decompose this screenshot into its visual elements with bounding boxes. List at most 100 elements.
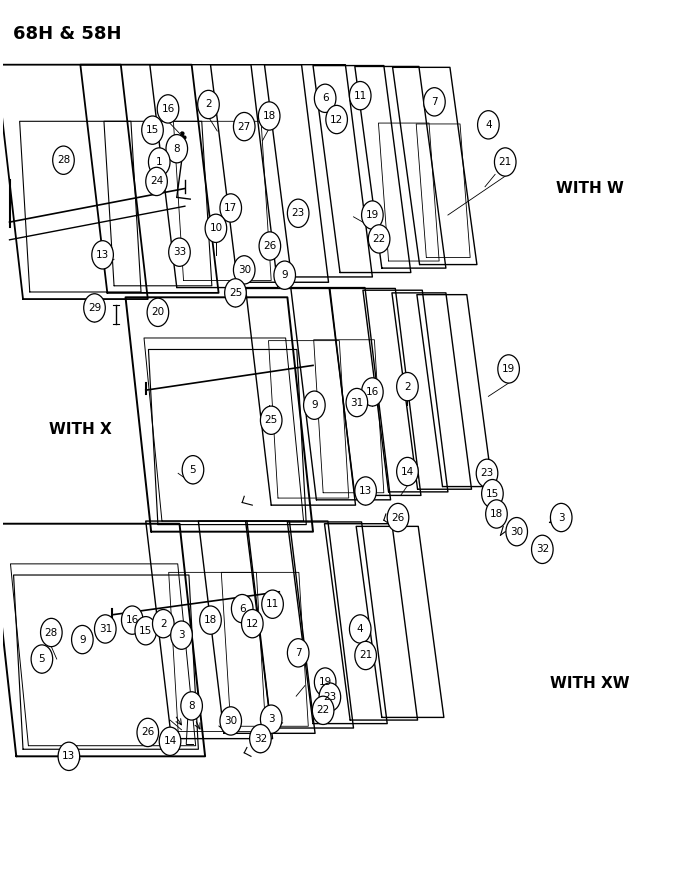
Text: 11: 11 xyxy=(266,599,279,609)
Text: 23: 23 xyxy=(480,468,494,478)
Circle shape xyxy=(146,167,167,196)
Circle shape xyxy=(355,642,377,669)
Text: 15: 15 xyxy=(139,626,152,635)
Circle shape xyxy=(312,696,334,724)
Circle shape xyxy=(506,517,528,546)
Circle shape xyxy=(498,355,520,383)
Circle shape xyxy=(481,480,503,508)
Text: 16: 16 xyxy=(126,615,139,625)
Circle shape xyxy=(41,619,62,647)
Circle shape xyxy=(250,724,271,753)
Text: 14: 14 xyxy=(401,466,414,476)
Text: 15: 15 xyxy=(486,489,499,498)
Text: 23: 23 xyxy=(292,208,305,218)
Circle shape xyxy=(396,373,418,400)
Circle shape xyxy=(274,261,296,289)
Circle shape xyxy=(31,645,52,673)
Circle shape xyxy=(84,294,105,322)
Text: 17: 17 xyxy=(224,203,237,213)
Circle shape xyxy=(231,595,253,623)
Circle shape xyxy=(58,742,80,771)
Text: 16: 16 xyxy=(161,104,175,114)
Text: 6: 6 xyxy=(322,93,328,103)
Text: 21: 21 xyxy=(359,651,372,660)
Circle shape xyxy=(205,214,226,242)
Circle shape xyxy=(326,105,347,134)
Text: 10: 10 xyxy=(209,223,222,233)
Text: 16: 16 xyxy=(366,387,379,397)
Circle shape xyxy=(182,456,204,484)
Circle shape xyxy=(220,194,241,222)
Text: 30: 30 xyxy=(238,265,251,275)
Text: 11: 11 xyxy=(354,91,367,101)
Circle shape xyxy=(259,232,281,260)
Text: 28: 28 xyxy=(45,627,58,637)
Circle shape xyxy=(159,727,181,756)
Text: 9: 9 xyxy=(79,635,86,644)
Circle shape xyxy=(198,91,219,118)
Text: 18: 18 xyxy=(262,111,276,121)
Text: 13: 13 xyxy=(96,250,109,260)
Text: WITH X: WITH X xyxy=(49,422,112,437)
Text: 26: 26 xyxy=(263,241,277,251)
Circle shape xyxy=(220,707,241,735)
Text: 25: 25 xyxy=(265,416,278,425)
Text: 3: 3 xyxy=(268,714,275,724)
Circle shape xyxy=(157,94,179,123)
Text: 25: 25 xyxy=(229,287,242,298)
Circle shape xyxy=(200,606,221,635)
Text: 18: 18 xyxy=(490,509,503,519)
Circle shape xyxy=(288,639,309,667)
Circle shape xyxy=(319,683,341,711)
Circle shape xyxy=(288,199,309,228)
Text: 19: 19 xyxy=(366,210,379,220)
Circle shape xyxy=(95,615,116,643)
Text: 7: 7 xyxy=(295,648,301,658)
Text: 23: 23 xyxy=(323,692,337,702)
Text: 3: 3 xyxy=(178,630,185,640)
Circle shape xyxy=(362,377,383,406)
Circle shape xyxy=(262,590,284,619)
Circle shape xyxy=(233,255,255,284)
Circle shape xyxy=(148,148,170,176)
Circle shape xyxy=(147,298,169,327)
Circle shape xyxy=(387,504,409,531)
Text: 28: 28 xyxy=(57,155,70,166)
Circle shape xyxy=(260,406,282,434)
Text: 29: 29 xyxy=(88,303,101,313)
Circle shape xyxy=(303,391,325,419)
Circle shape xyxy=(92,240,114,269)
Text: 9: 9 xyxy=(282,271,288,280)
Text: 14: 14 xyxy=(163,736,177,747)
Circle shape xyxy=(122,606,143,635)
Circle shape xyxy=(181,692,203,720)
Circle shape xyxy=(477,110,499,139)
Text: 5: 5 xyxy=(39,654,45,664)
Text: 2: 2 xyxy=(404,382,411,392)
Circle shape xyxy=(260,705,282,733)
Circle shape xyxy=(396,457,418,486)
Circle shape xyxy=(494,148,516,176)
Text: 32: 32 xyxy=(536,545,549,554)
Text: 13: 13 xyxy=(359,486,372,496)
Circle shape xyxy=(52,146,74,174)
Text: 6: 6 xyxy=(239,603,245,613)
Circle shape xyxy=(152,610,174,638)
Circle shape xyxy=(171,621,192,650)
Text: WITH W: WITH W xyxy=(556,181,624,196)
Text: 19: 19 xyxy=(318,677,332,687)
Circle shape xyxy=(350,615,371,643)
Text: 26: 26 xyxy=(141,727,154,738)
Text: 21: 21 xyxy=(498,157,512,167)
Text: 30: 30 xyxy=(510,527,524,537)
Circle shape xyxy=(137,718,158,747)
Text: 12: 12 xyxy=(330,115,343,125)
Text: 13: 13 xyxy=(63,751,75,761)
Text: 30: 30 xyxy=(224,716,237,726)
Text: 68H & 58H: 68H & 58H xyxy=(13,25,122,43)
Circle shape xyxy=(369,225,390,253)
Circle shape xyxy=(241,610,263,638)
Text: 15: 15 xyxy=(146,125,159,135)
Circle shape xyxy=(314,668,336,696)
Circle shape xyxy=(532,535,553,563)
